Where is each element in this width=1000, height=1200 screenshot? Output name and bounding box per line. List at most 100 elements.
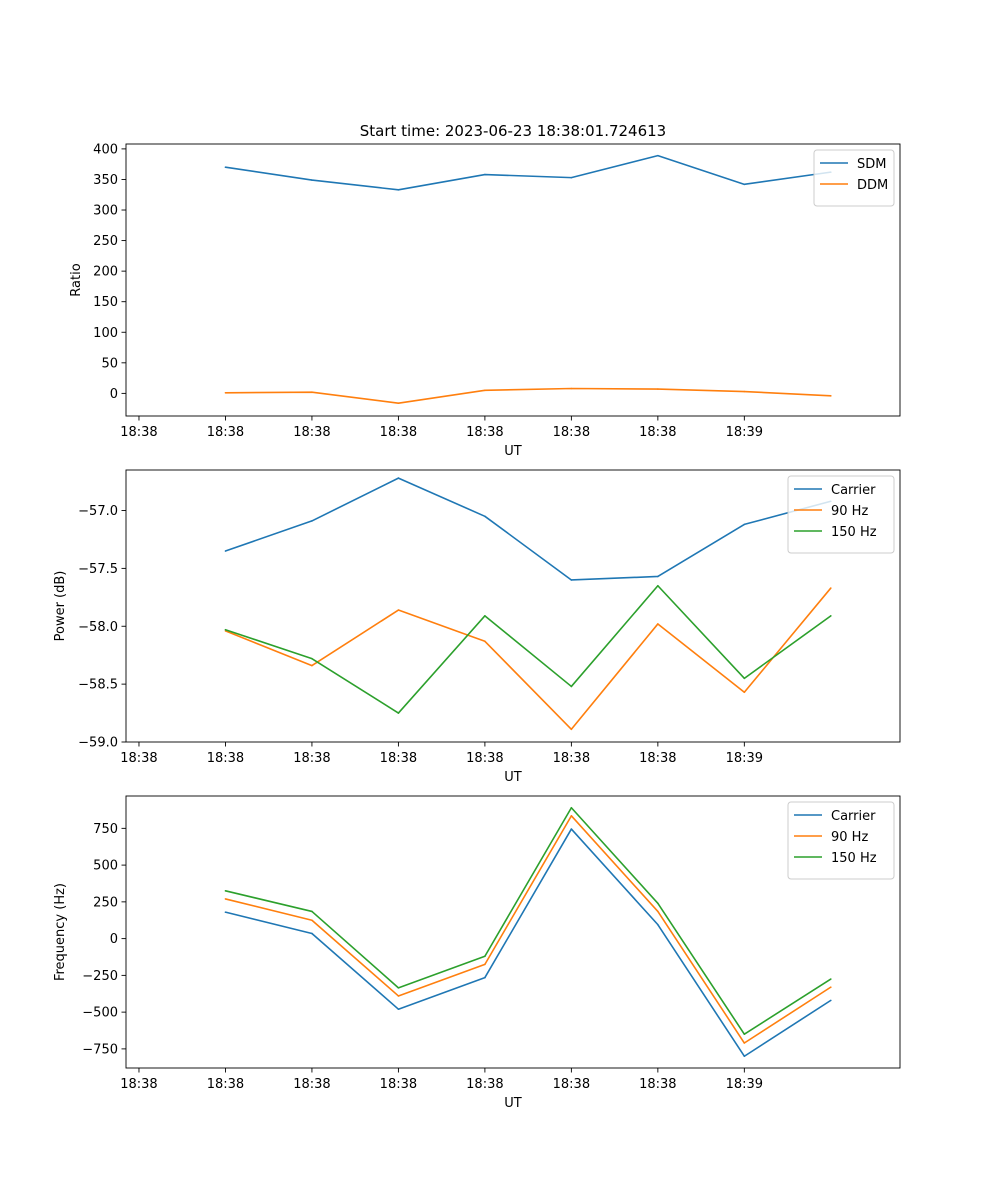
y-axis-label: Frequency (Hz): [53, 883, 68, 981]
data-point-150-hz: [224, 890, 227, 892]
y-tick-label: 500: [93, 859, 118, 874]
data-point-ddm: [224, 391, 227, 394]
data-point-150-hz: [657, 584, 659, 587]
data-point-carrier: [484, 976, 486, 979]
data-point-sdm: [311, 179, 313, 181]
series-line-carrier: [225, 477, 832, 581]
y-tick-label: 200: [93, 265, 118, 280]
data-point-90-hz: [311, 664, 313, 667]
x-tick-label: 18:38: [639, 1077, 676, 1092]
data-point-ddm: [484, 389, 486, 392]
data-point-ddm: [743, 390, 746, 393]
y-tick-label: −750: [82, 1042, 118, 1057]
x-tick-label: 18:38: [380, 751, 417, 766]
legend-box: [813, 149, 895, 207]
x-tick-label: 18:38: [120, 751, 157, 766]
y-tick-label: −58.5: [78, 678, 118, 693]
y-tick-label: 150: [93, 295, 118, 310]
x-tick-label: 18:38: [639, 751, 676, 766]
data-point-150-hz: [311, 910, 313, 913]
x-tick-label: 18:39: [726, 425, 763, 440]
x-tick-label: 18:38: [553, 751, 590, 766]
series-line-90-hz: [225, 815, 832, 1044]
axes-frame: [125, 469, 901, 743]
data-point-carrier: [657, 575, 659, 578]
x-tick-label: 18:38: [380, 425, 417, 440]
y-tick-label: −59.0: [78, 736, 118, 751]
x-tick-label: 18:38: [293, 751, 330, 766]
series-line-sdm: [225, 154, 831, 191]
data-point-150-hz: [743, 1033, 746, 1035]
chart-panel-2: 18:38 18:38 18:38 18:38 18:38 18:38 18:38 18:39…: [53, 469, 901, 785]
y-tick-label: −250: [82, 969, 118, 984]
x-axis-label: UT: [504, 1096, 522, 1111]
y-tick-label: −57.5: [78, 562, 118, 577]
data-point-90-hz: [657, 623, 659, 625]
series-line-150-hz: [225, 806, 832, 1035]
data-point-carrier: [397, 1008, 400, 1010]
data-point-150-hz: [743, 677, 746, 680]
data-point-150-hz: [570, 806, 573, 809]
chart-panel-3: 18:38 18:38 18:38 18:38 18:38 18:38 18:38 18:39…: [53, 795, 901, 1111]
legend-label: Carrier: [831, 809, 876, 824]
legend-label: 150 Hz: [831, 525, 877, 540]
data-point-90-hz: [743, 1042, 746, 1044]
data-point-sdm: [224, 166, 227, 169]
data-point-sdm: [397, 189, 400, 191]
data-point-carrier: [311, 520, 313, 522]
x-tick-label: 18:38: [380, 1077, 417, 1092]
axes-frame: [125, 143, 901, 417]
data-point-carrier: [743, 523, 746, 526]
axes-frame: [125, 795, 901, 1069]
data-point-carrier: [570, 579, 573, 581]
x-tick-label: 18:38: [293, 425, 330, 440]
data-point-90-hz: [830, 587, 832, 589]
legend-box: [787, 801, 895, 880]
data-point-sdm: [570, 176, 573, 179]
y-tick-label: −58.0: [78, 620, 118, 635]
data-point-90-hz: [830, 986, 832, 988]
data-point-sdm: [484, 173, 486, 176]
data-point-carrier: [484, 515, 486, 518]
data-point-150-hz: [484, 615, 486, 617]
y-tick-label: 100: [93, 326, 118, 341]
data-point-150-hz: [830, 978, 832, 980]
data-point-90-hz: [397, 995, 400, 997]
legend-label: 90 Hz: [831, 830, 868, 845]
legend-box: [787, 475, 895, 554]
data-point-90-hz: [657, 910, 659, 913]
figure-title: Start time: 2023-06-23 18:38:01.724613: [360, 122, 666, 140]
data-point-90-hz: [484, 963, 486, 966]
y-tick-label: −57.0: [78, 504, 118, 519]
x-axis-label: UT: [504, 444, 522, 459]
data-point-sdm: [743, 183, 746, 186]
legend-label: SDM: [857, 157, 886, 172]
chart-panel-1: 18:38 18:38 18:38 18:38 18:38 18:38 18:38 18:39…: [69, 142, 901, 459]
data-point-ddm: [311, 391, 313, 393]
data-point-sdm: [657, 154, 659, 157]
data-point-150-hz: [484, 955, 486, 958]
data-point-carrier: [224, 550, 227, 552]
y-tick-label: 350: [93, 173, 118, 188]
x-tick-label: 18:38: [293, 1077, 330, 1092]
series-line-150-hz: [225, 584, 832, 714]
x-tick-label: 18:38: [553, 425, 590, 440]
x-tick-label: 18:38: [207, 751, 244, 766]
data-point-ddm: [657, 388, 659, 390]
data-point-90-hz: [570, 728, 573, 731]
y-tick-label: 0: [110, 932, 118, 947]
data-point-ddm: [830, 395, 832, 397]
y-tick-label: 250: [93, 234, 118, 249]
data-point-carrier: [743, 1055, 746, 1058]
y-tick-label: 250: [93, 895, 118, 910]
data-point-90-hz: [397, 609, 400, 611]
data-point-carrier: [830, 999, 832, 1002]
charts-container: 18:38 18:38 18:38 18:38 18:38 18:38 18:38 18:39…: [53, 142, 901, 1111]
x-tick-label: 18:39: [726, 1077, 763, 1092]
data-point-150-hz: [570, 685, 573, 688]
data-point-150-hz: [224, 628, 227, 631]
y-tick-label: 750: [93, 822, 118, 837]
x-tick-label: 18:39: [726, 751, 763, 766]
data-point-carrier: [397, 477, 400, 479]
